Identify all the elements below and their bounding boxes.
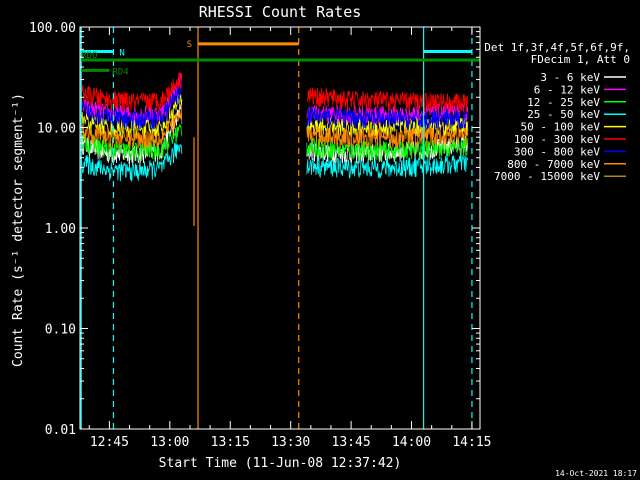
- y-tick-label: 10.00: [37, 122, 76, 137]
- x-tick-label: 12:45: [90, 435, 129, 450]
- legend-header: FDecim 1, Att 0: [531, 53, 630, 66]
- y-axis-label: Count Rate (s⁻¹ detector segment⁻¹): [11, 93, 26, 367]
- x-tick-label: 13:15: [211, 435, 250, 450]
- series-line-12-25keV: [306, 137, 469, 161]
- legend-entry-label: 300 - 800 keV: [514, 145, 600, 158]
- x-axis-label: Start Time (11-Jun-08 12:37:42): [159, 456, 402, 471]
- legend-entry-label: 800 - 7000 keV: [507, 158, 600, 171]
- series-line-100-300keV: [306, 87, 469, 115]
- x-tick-label: 14:15: [452, 435, 491, 450]
- legend-entry-label: 7000 - 15000 keV: [494, 170, 600, 183]
- flag-label: N: [119, 49, 124, 59]
- series-line-25-50keV: [80, 142, 183, 182]
- series-line-300-800keV: [306, 107, 469, 131]
- chart-title: RHESSI Count Rates: [199, 3, 362, 21]
- legend-entry-label: 12 - 25 keV: [527, 96, 600, 109]
- x-tick-label: 13:30: [271, 435, 310, 450]
- series-line-800-7000keV: [80, 105, 183, 150]
- legend: Det 1f,3f,4f,5f,6f,9f,FDecim 1, Att 0 3 -…: [484, 41, 630, 183]
- legend-entry-label: 100 - 300 keV: [514, 133, 600, 146]
- legend-entry-label: 25 - 50 keV: [527, 108, 600, 121]
- series-line-300-800keV: [80, 80, 183, 131]
- legend-entry-label: 50 - 100 keV: [521, 121, 601, 134]
- legend-entry-label: 3 - 6 keV: [540, 71, 600, 84]
- y-tick-label: 0.01: [45, 423, 76, 438]
- plot-area: N S RDO RD4 0.01 0.10 1.00 10.00 100.00 12:45 13:0…: [29, 21, 491, 450]
- flag-label: RD4: [112, 67, 128, 77]
- plot-frame: [79, 26, 481, 430]
- legend-entry-label: 6 - 12 keV: [534, 83, 601, 96]
- y-tick-label: 100.00: [29, 21, 76, 36]
- footer-date: 14-Oct-2021 18:17: [555, 469, 637, 478]
- x-tick-label: 14:00: [392, 435, 431, 450]
- legend-header: Det 1f,3f,4f,5f,6f,9f,: [484, 41, 630, 54]
- series-line-25-50keV: [306, 154, 469, 179]
- y-tick-label: 1.00: [45, 222, 76, 237]
- series-line-800-7000keV: [306, 126, 469, 149]
- flag-label: RDO: [81, 51, 97, 61]
- y-tick-label: 0.10: [45, 323, 76, 338]
- flag-label: S: [187, 40, 192, 50]
- x-tick-label: 13:00: [150, 435, 189, 450]
- series-line-100-300keV: [80, 72, 183, 112]
- series-line-50-100keV: [306, 116, 469, 140]
- x-tick-label: 13:45: [332, 435, 371, 450]
